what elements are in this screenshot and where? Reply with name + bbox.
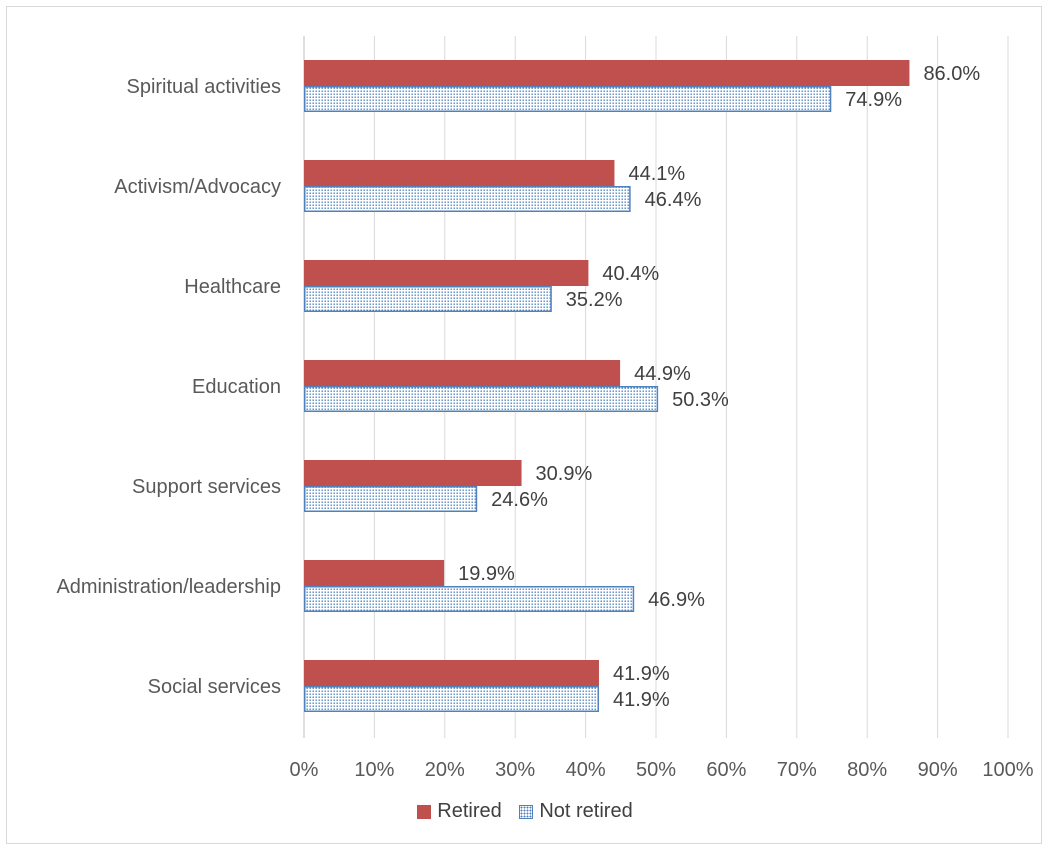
data-label: 24.6% (491, 489, 548, 511)
x-tick-label: 70% (777, 759, 817, 781)
category-label: Healthcare (184, 276, 281, 298)
data-label: 35.2% (566, 289, 623, 311)
data-label: 44.1% (628, 163, 685, 185)
bar-not-retired (304, 186, 631, 212)
x-tick-label: 60% (706, 759, 746, 781)
legend-label-not-retired: Not retired (539, 800, 633, 822)
x-tick-label: 30% (495, 759, 535, 781)
data-label: 46.9% (648, 589, 705, 611)
data-label: 44.9% (634, 363, 691, 385)
category-label: Support services (132, 476, 281, 498)
category-label: Spiritual activities (126, 76, 281, 98)
gridlines (303, 36, 1009, 738)
bar-not-retired (304, 386, 659, 412)
x-tick-labels: 0% 10% 20% 30% 40% 50% 60% 70% 80% 90% 100% (290, 759, 1034, 781)
data-label: 41.9% (613, 663, 670, 685)
legend: Retired Not retired (0, 800, 1050, 825)
bar-not-retired (304, 486, 478, 512)
legend-label-retired: Retired (437, 800, 502, 822)
category-label: Activism/Advocacy (114, 176, 281, 198)
data-label: 40.4% (602, 263, 659, 285)
legend-swatch-retired (417, 804, 432, 819)
x-tick-label: 0% (290, 759, 319, 781)
legend-item-retired: Retired (417, 800, 502, 823)
category-label: Education (192, 376, 281, 398)
category-label: Social services (148, 676, 281, 698)
data-label: 50.3% (672, 389, 729, 411)
bars (304, 60, 910, 712)
data-label: 74.9% (845, 89, 902, 111)
legend-swatch-not-retired (519, 804, 534, 819)
data-label: 46.4% (645, 189, 702, 211)
bar-retired (304, 660, 599, 686)
category-labels: Spiritual activities Activism/Advocacy Hea… (56, 76, 281, 698)
legend-item-not-retired: Not retired (519, 800, 633, 823)
x-tick-label: 50% (636, 759, 676, 781)
bar-retired (304, 60, 910, 86)
data-label: 30.9% (536, 463, 593, 485)
bar-retired (304, 260, 589, 286)
bar-not-retired (304, 586, 635, 612)
x-tick-label: 10% (354, 759, 394, 781)
bar-not-retired (304, 86, 832, 112)
bar-not-retired (304, 286, 552, 312)
bar-not-retired (304, 686, 599, 712)
data-label: 86.0% (923, 63, 980, 85)
x-tick-label: 20% (425, 759, 465, 781)
x-tick-label: 80% (847, 759, 887, 781)
bar-retired (304, 460, 522, 486)
category-label: Administration/leadership (56, 576, 281, 598)
data-label: 41.9% (613, 689, 670, 711)
bar-retired (304, 160, 615, 186)
x-tick-label: 90% (918, 759, 958, 781)
x-tick-label: 100% (982, 759, 1033, 781)
x-tick-label: 40% (566, 759, 606, 781)
data-labels: 86.0% 74.9% 44.1% 46.4% 40.4% 35.2% 44.9% 50.3%… (458, 63, 980, 711)
bar-retired (304, 560, 445, 586)
bar-retired (304, 360, 621, 386)
data-label: 19.9% (458, 563, 515, 585)
